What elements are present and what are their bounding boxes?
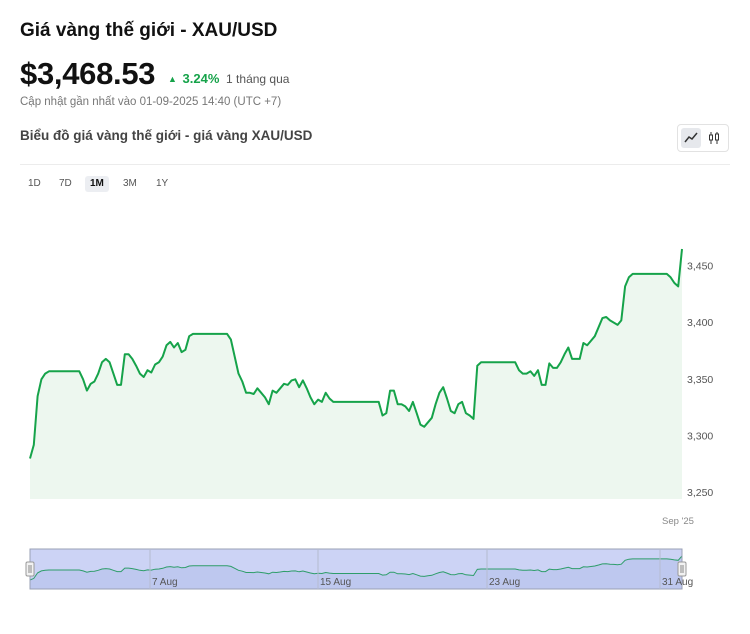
navigator-label: 15 Aug [320, 577, 351, 588]
line-chart-icon [684, 132, 698, 143]
y-tick-label: 3,450 [687, 261, 713, 273]
chart-mode-toggle [677, 124, 729, 152]
y-tick-label: 3,300 [687, 430, 713, 442]
range-1d[interactable]: 1D [28, 178, 41, 189]
page-title: Giá vàng thế giới - XAU/USD [20, 20, 278, 41]
navigator-label: 23 Aug [489, 577, 520, 588]
navigator-label: 7 Aug [152, 577, 178, 588]
chart-heading: Biểu đồ giá vàng thế giới - giá vàng XAU… [20, 128, 313, 143]
navigator-label: 31 Aug [662, 577, 693, 588]
triangle-up-icon: ▲ [168, 74, 177, 84]
navigator-handle-right[interactable] [677, 561, 687, 577]
candlestick-icon [709, 132, 719, 144]
range-3m[interactable]: 3M [123, 178, 137, 189]
navigator[interactable]: 7 Aug 15 Aug 23 Aug 31 Aug [25, 548, 693, 590]
line-chart-button[interactable] [681, 128, 701, 148]
price-line [29, 248, 683, 459]
range-7d[interactable]: 7D [59, 178, 72, 189]
navigator-area [30, 556, 682, 589]
price-change: ▲ 3.24% 1 tháng qua [168, 71, 289, 86]
change-percent: 3.24% [182, 71, 220, 86]
change-period: 1 tháng qua [226, 72, 290, 86]
range-1y[interactable]: 1Y [156, 178, 169, 189]
navigator-handle-left[interactable] [25, 561, 35, 577]
last-updated: Cập nhật gần nhất vào 01-09-2025 14:40 (… [20, 96, 282, 108]
navigator-line [29, 555, 683, 581]
x-tick-label: Sep '25 [662, 516, 694, 527]
current-price: $3,468.53 [20, 56, 156, 91]
candlestick-button[interactable] [704, 128, 724, 148]
y-tick-label: 3,350 [687, 374, 713, 386]
divider [20, 164, 730, 165]
range-1m[interactable]: 1M [85, 176, 109, 192]
price-area [30, 249, 682, 499]
y-tick-label: 3,400 [687, 317, 713, 329]
y-tick-label: 3,250 [687, 487, 713, 499]
